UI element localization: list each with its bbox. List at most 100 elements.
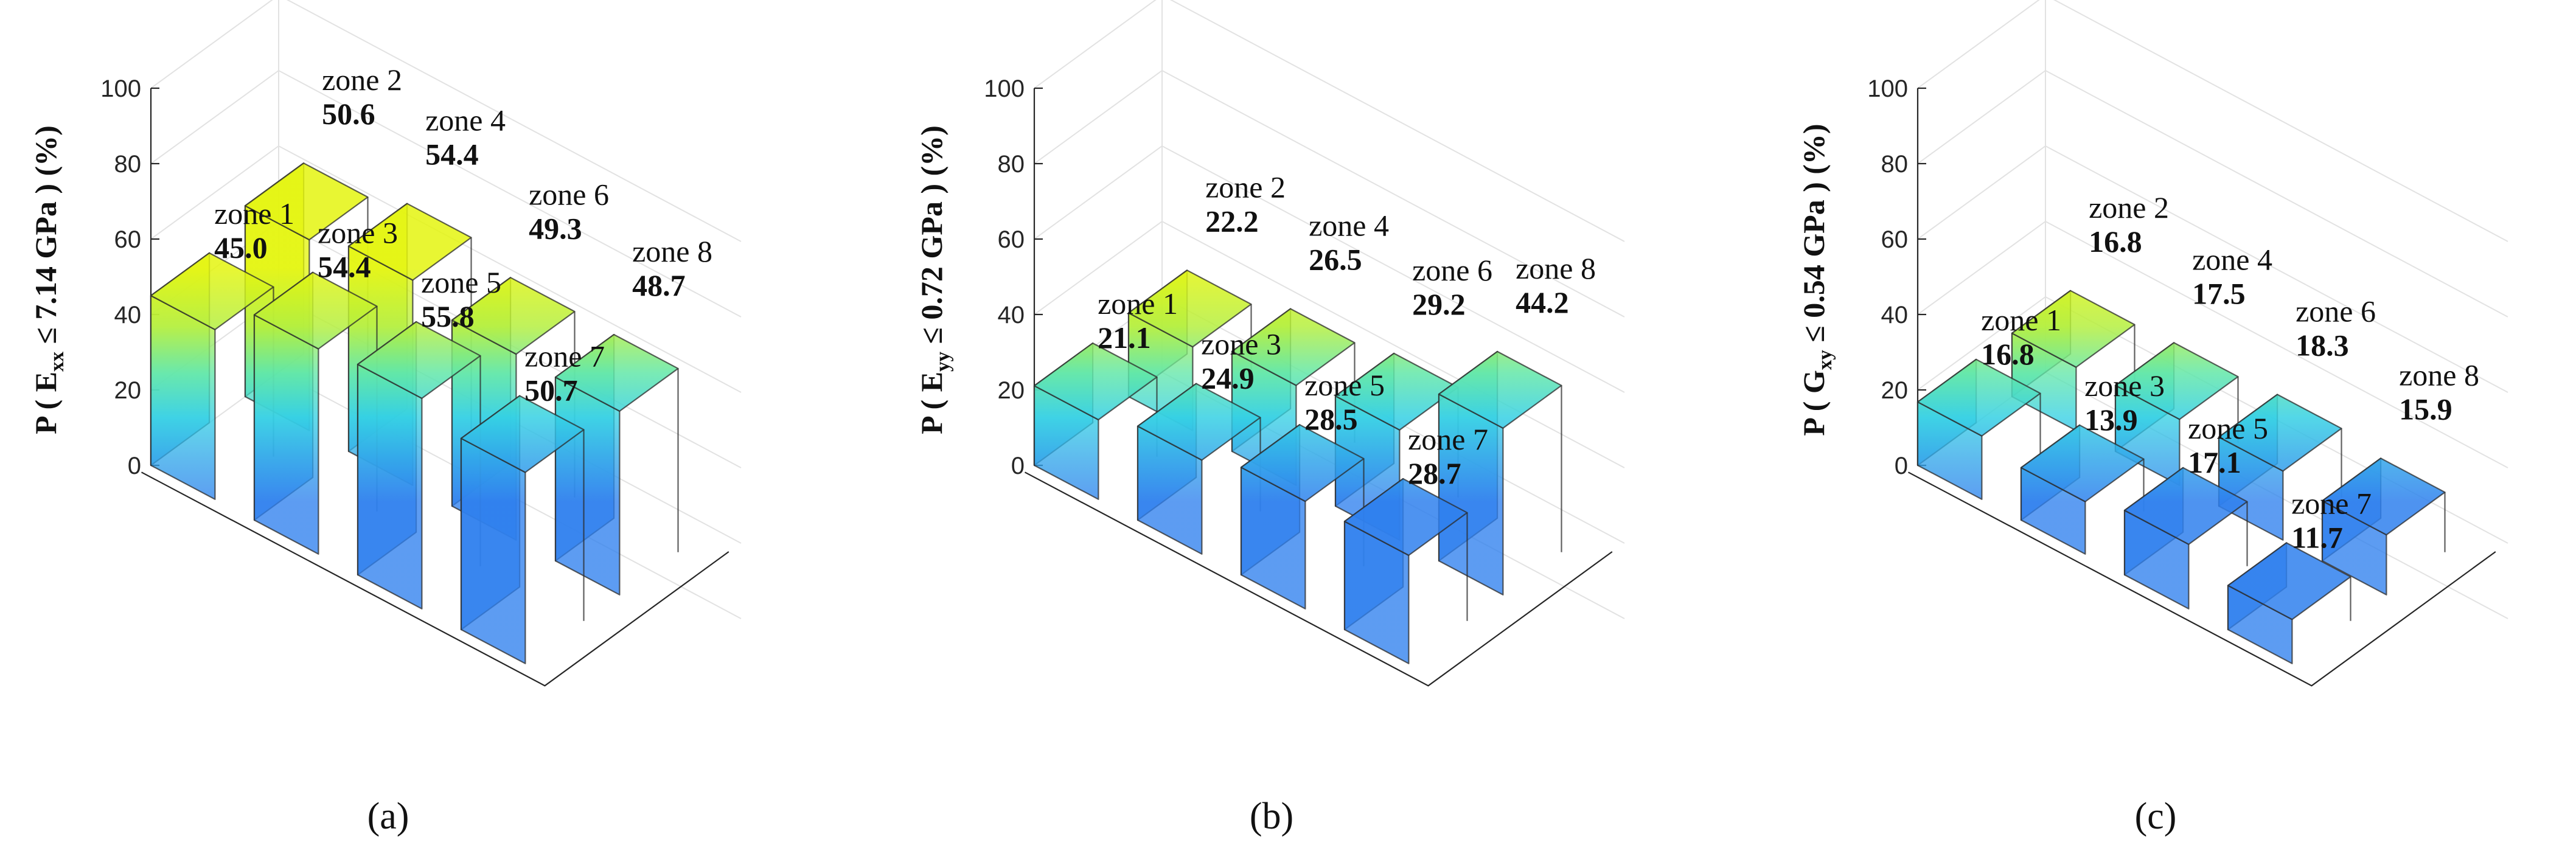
panel-a: 0 20 40 60 80 100 P ( Exx ≤ 7.14 GPa ) (%) zone… [29,0,742,837]
zone-value: 16.8 [1981,337,2035,371]
y-axis-label-prefix: P ( E [914,372,949,434]
bar-zone-3 [253,271,378,555]
z-tick-label: 20 [998,377,1025,404]
bar-zone-1 [1916,358,2041,500]
y-axis-label-prefix: P ( G [1797,370,1831,436]
zone-value: 18.3 [2296,328,2349,362]
y-axis-label-suffix: ≤ 0.72 GPa ) (%) [914,125,949,352]
zone-value: 16.8 [2089,224,2142,259]
bar-face-top [2123,467,2248,545]
zone-value: 26.5 [1309,243,1362,277]
zone-value: 45.0 [214,231,268,265]
panel-label: (c) [2135,796,2177,837]
bar-face-top [244,162,369,241]
y-axis-label-suffix: ≤ 7.14 GPa ) (%) [29,125,63,352]
zone-value: 24.9 [1201,361,1255,395]
bar-zone-8 [2321,457,2446,596]
zone-value: 55.8 [421,299,475,333]
bars [1033,269,1562,664]
zone-value: 48.7 [632,268,686,302]
zone-label: zone 2 [2089,190,2169,224]
gridline [1917,0,2508,242]
z-tick-label: 20 [1881,377,1909,404]
zone-value: 22.2 [1205,204,1259,238]
z-tick-label: 0 [1011,453,1025,479]
y-axis-label: P ( Gxy ≤ 0.54 GPa ) (%) [1797,123,1836,436]
z-tick-label: 100 [100,75,141,102]
zone-label: zone 4 [425,103,506,137]
bar-face-front [554,376,621,596]
floor-edge [141,471,729,687]
z-tick-label: 0 [1895,453,1908,479]
bar-zone-5 [357,321,481,610]
y-axis-label: P ( Eyy ≤ 0.72 GPa ) (%) [914,125,954,434]
zone-label: zone 1 [214,196,294,231]
bar-face-top [1231,308,1356,386]
bar-zone-3 [1137,383,1261,555]
zone-value: 17.1 [2188,445,2241,479]
zone-value: 11.7 [2291,520,2343,554]
bar-zone-2 [1127,269,1252,431]
bar-face-top [1240,424,1365,502]
bar-face-top [2114,342,2239,420]
bar-zone-7 [2227,542,2351,664]
panel-label: (a) [367,796,409,837]
z-tick-label: 40 [114,302,142,328]
bar-zone-7 [1343,478,1468,664]
zone-value: 28.5 [1304,402,1358,436]
zone-label: zone 8 [632,234,712,268]
panel-b: 0 20 40 60 80 100 P ( Eyy ≤ 0.72 GPa ) (%) zone… [914,0,1625,837]
bar-face-front [253,314,319,555]
bar-zone-3 [2020,424,2145,555]
bar-face-top [1033,342,1158,421]
zone-label: zone 8 [2399,358,2479,392]
zone-value: 49.3 [529,211,582,245]
zone-label: zone 3 [2084,369,2165,403]
zone-labels: zone 121.1 zone 222.2 zone 324.9 zone 426.5… [1098,170,1596,490]
y-axis-label: P ( Exx ≤ 7.14 GPa ) (%) [29,125,68,434]
z-tick-label: 80 [114,151,142,178]
bar-zone-5 [2123,467,2248,610]
zone-value: 50.7 [524,373,578,408]
panel-label: (b) [1250,796,1293,837]
bar-face-front [460,437,526,664]
z-tick-label: 80 [998,151,1025,178]
z-tick-label: 40 [1881,302,1909,328]
zone-value: 13.9 [2084,403,2138,437]
zone-label: zone 4 [1309,209,1389,243]
zone-label: zone 8 [1516,251,1596,285]
panel-c: 0 20 40 60 80 100 P ( Gxy ≤ 0.54 GPa ) (%) zone… [1797,0,2508,837]
y-axis-label-suffix: ≤ 0.54 GPa ) (%) [1797,123,1831,350]
bar-face-front [150,294,216,500]
z-tick-label: 60 [114,226,142,253]
zone-label: zone 5 [2188,411,2268,445]
bars [150,162,679,664]
gridline [1034,0,1625,242]
bar-zone-6 [2218,394,2342,541]
z-tick-label: 80 [1881,151,1909,178]
bar-zone-2 [2011,290,2136,431]
zone-label: zone 6 [2296,294,2376,328]
y-axis-label-sub: xy [1814,350,1836,370]
zone-label: zone 3 [318,216,398,250]
zone-label: zone 2 [322,63,402,97]
zone-label: zone 2 [1205,170,1286,204]
bar-zone-5 [1240,424,1365,610]
bar-zone-7 [460,395,585,664]
zone-value: 15.9 [2399,392,2452,426]
zone-label: zone 6 [529,177,609,211]
floor-edge [1907,471,2496,687]
zone-value: 54.4 [425,137,479,172]
z-tick-label: 60 [998,226,1025,253]
bar-zone-1 [150,252,274,500]
bar-zone-1 [1033,342,1158,500]
zone-value: 17.5 [2192,276,2246,310]
bar-zone-8 [1438,350,1562,596]
zone-label: zone 1 [1098,287,1178,321]
y-axis-label-sub: yy [932,352,954,372]
z-tick-label: 0 [128,453,141,479]
bar-zone-4 [2114,342,2239,486]
gridline [150,0,742,242]
